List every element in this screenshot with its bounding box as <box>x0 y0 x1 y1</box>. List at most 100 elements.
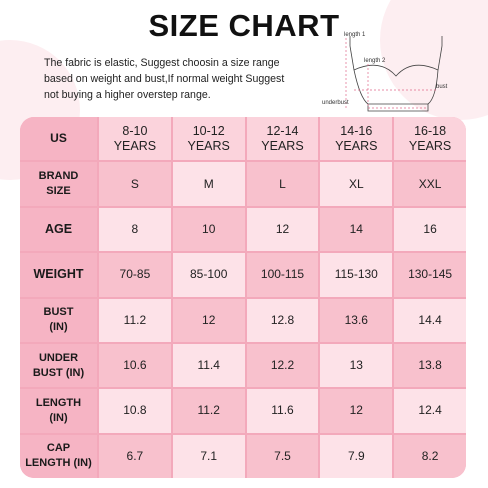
value-text: 11.6 <box>271 403 294 418</box>
column-header: 8-10 YEARS <box>99 117 171 161</box>
value-text: S <box>130 176 139 191</box>
value-text: XL <box>348 176 364 191</box>
value-cell: XL <box>320 162 393 206</box>
value-cell: 12 <box>172 298 245 342</box>
row-label-line: AGE <box>44 221 73 236</box>
column-header-line: YEARS <box>335 138 378 153</box>
value-cell: 13.6 <box>320 298 393 342</box>
value-text: 12.4 <box>418 403 442 418</box>
column-header: 12-14 YEARS <box>246 117 319 161</box>
value-cell: 10 <box>172 207 245 252</box>
value-text: 7.1 <box>200 448 218 463</box>
value-text: 11.4 <box>197 358 220 373</box>
row-label: BRAND SIZE <box>20 162 97 206</box>
value-text: 14.4 <box>418 312 442 327</box>
value-cell: XXL <box>394 162 466 206</box>
value-cell: 6.7 <box>99 434 171 478</box>
value-text: 11.2 <box>123 312 147 327</box>
value-text: 13.6 <box>344 312 368 327</box>
value-text: 115-130 <box>334 267 378 282</box>
description-line: The fabric is elastic, Suggest choosin a… <box>44 57 280 69</box>
value-text: XXL <box>418 176 442 191</box>
description-line: not buying a higher overstep range. <box>44 89 211 101</box>
value-text: 10.8 <box>123 403 147 418</box>
row-label-line: BRAND <box>38 170 79 183</box>
value-text: 12 <box>275 221 290 236</box>
value-text: L <box>279 176 286 191</box>
column-header-line: 8-10 <box>122 123 148 138</box>
value-cell: 85-100 <box>172 253 245 297</box>
value-cell: 7.1 <box>172 434 245 478</box>
value-text: 7.5 <box>274 448 291 463</box>
value-text: 8 <box>131 221 139 236</box>
row-label-line: LENGTH <box>35 396 82 409</box>
value-cell: 11.4 <box>172 343 245 388</box>
column-header-line: 16-18 <box>414 123 447 138</box>
column-header-line: YEARS <box>408 138 452 153</box>
value-cell: 100-115 <box>246 253 319 297</box>
title: SIZE CHART <box>148 8 340 43</box>
value-text: 13 <box>349 358 363 373</box>
value-text: 13.8 <box>418 358 442 373</box>
corner-label: US <box>50 131 67 146</box>
value-cell: 14.4 <box>394 298 466 342</box>
value-text: 10.6 <box>123 358 147 373</box>
value-cell: 12 <box>246 207 319 252</box>
column-header-line: 12-14 <box>266 123 299 138</box>
value-text: 14 <box>349 221 363 236</box>
row-label-line: UNDER <box>38 351 79 364</box>
value-text: 100-115 <box>260 267 305 282</box>
row-label-line: SIZE <box>46 185 71 198</box>
row-label-line: CAP <box>46 442 71 455</box>
value-cell: 12.8 <box>246 298 319 342</box>
row-label: UNDER BUST (IN) <box>20 343 97 388</box>
value-text: 85-100 <box>190 267 228 282</box>
value-text: 7.9 <box>347 448 365 463</box>
value-cell: 13.8 <box>394 343 466 388</box>
column-header-line: YEARS <box>261 138 304 153</box>
value-text: 11.2 <box>197 403 220 418</box>
value-text: 6.7 <box>126 448 144 463</box>
row-label-line: WEIGHT <box>33 267 84 282</box>
value-cell: 13 <box>320 343 393 388</box>
value-text: M <box>203 176 214 191</box>
value-cell: 7.5 <box>246 434 319 478</box>
column-header: 14-16 YEARS <box>320 117 393 161</box>
row-label: BUST (IN) <box>20 298 97 342</box>
value-text: 8.2 <box>421 448 439 463</box>
value-cell: 10.6 <box>99 343 171 388</box>
value-cell: 12.2 <box>246 343 319 388</box>
value-cell: 11.6 <box>246 389 319 433</box>
diagram-label: length 2 <box>364 58 386 64</box>
value-cell: 8 <box>99 207 171 252</box>
column-header: 16-18 YEARS <box>394 117 466 161</box>
value-text: 12.2 <box>270 358 295 373</box>
description-line: based on weight and bust,If normal weigh… <box>44 73 285 85</box>
row-label: WEIGHT <box>20 253 97 297</box>
value-cell: 11.2 <box>99 298 171 342</box>
value-text: 10 <box>202 221 216 236</box>
size-table: US 8-10 YEARS 10-12 YEARS 12-14 YEARS 14-16 YEAR… <box>20 117 466 478</box>
diagram-label: length 1 <box>344 32 366 38</box>
row-label-line: BUST <box>43 306 74 319</box>
row-label: LENGTH (IN) <box>20 389 97 433</box>
value-text: 12 <box>202 312 216 327</box>
value-cell: 10.8 <box>99 389 171 433</box>
value-cell: 11.2 <box>172 389 245 433</box>
row-label-line: (IN) <box>49 321 68 334</box>
value-cell: 130-145 <box>394 253 466 297</box>
value-cell: 12.4 <box>394 389 466 433</box>
value-cell: 70-85 <box>99 253 171 297</box>
value-cell: M <box>172 162 245 206</box>
value-text: 12.8 <box>270 312 295 327</box>
value-cell: 16 <box>394 207 466 252</box>
column-header-line: 10-12 <box>192 123 225 138</box>
row-label: CAP LENGTH (IN) <box>20 434 97 478</box>
value-text: 12 <box>349 403 363 418</box>
value-cell: 115-130 <box>320 253 393 297</box>
corner-cell: US <box>20 117 97 161</box>
value-text: 130-145 <box>408 267 453 282</box>
description: The fabric is elastic, Suggest choosin a… <box>44 55 284 103</box>
row-label-line: BUST (IN) <box>32 366 85 379</box>
